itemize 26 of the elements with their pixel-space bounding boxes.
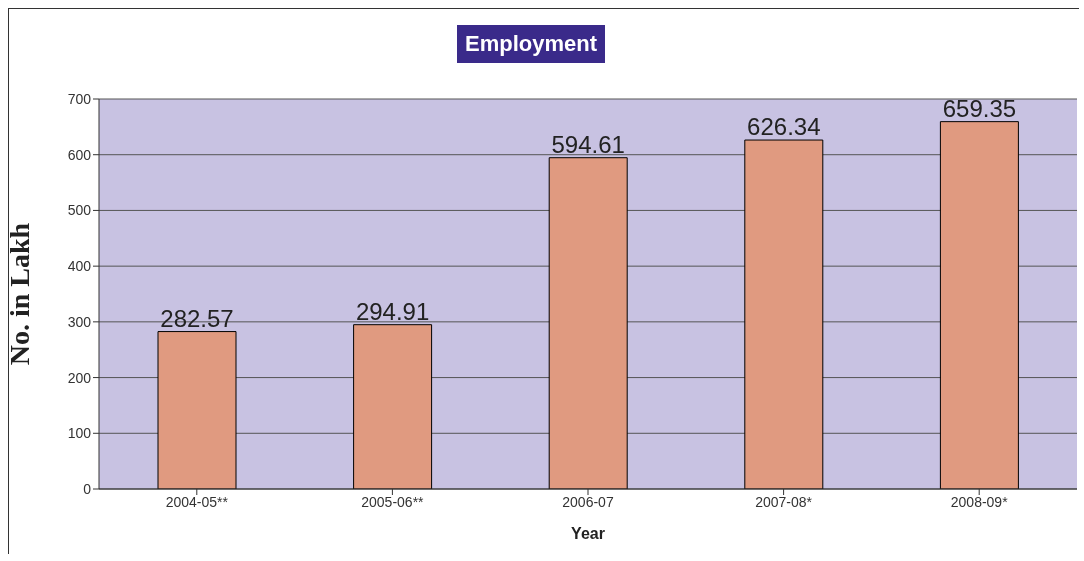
- y-tick-label: 0: [83, 480, 92, 497]
- y-tick-label: 100: [67, 425, 92, 442]
- y-tick-label: 500: [67, 202, 92, 219]
- data-label: 282.57: [160, 304, 234, 332]
- x-tick-label: 2008-09*: [950, 493, 1009, 510]
- y-axis-title: No. in Lakh: [3, 222, 35, 366]
- data-label: 626.34: [747, 113, 821, 141]
- y-tick-label: 400: [67, 258, 92, 275]
- y-tick-label: 600: [67, 146, 92, 163]
- bar: [744, 139, 824, 489]
- y-tick-label: 700: [67, 90, 92, 107]
- x-axis-title: Year: [571, 525, 605, 542]
- x-tick-label: 2005-06**: [361, 493, 425, 510]
- x-tick-label: 2004-05**: [165, 493, 229, 510]
- data-label: 594.61: [551, 130, 625, 158]
- x-tick-label: 2006-07: [562, 493, 614, 510]
- data-label: 294.91: [355, 297, 430, 325]
- data-label: 659.35: [942, 94, 1017, 122]
- bar: [548, 157, 628, 489]
- chart-title: Employment: [457, 25, 606, 63]
- y-tick-label: 200: [67, 369, 92, 386]
- bar: [939, 121, 1019, 489]
- bar: [353, 324, 433, 489]
- x-tick-label: 2007-08*: [755, 493, 813, 510]
- y-tick-label: 300: [67, 313, 92, 330]
- bar: [157, 331, 237, 489]
